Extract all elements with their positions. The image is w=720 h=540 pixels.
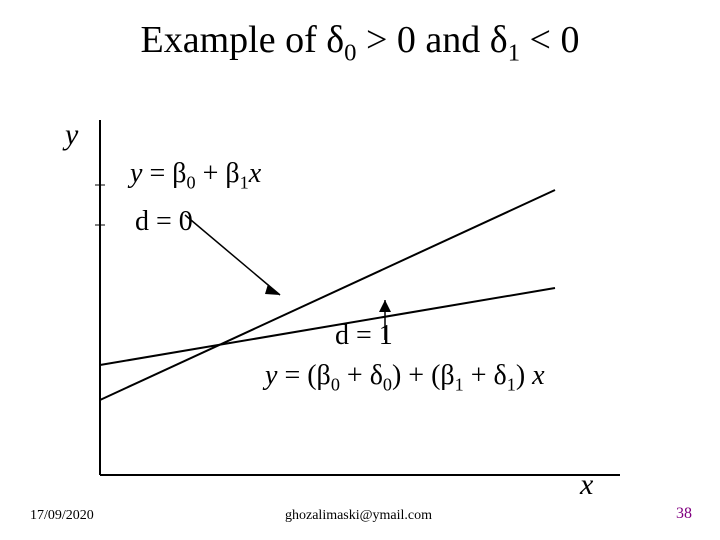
label-d0: d = 0 bbox=[135, 206, 193, 238]
footer-date: 17/09/2020 bbox=[30, 508, 94, 524]
arrow-to-d0-shaft bbox=[185, 215, 280, 295]
slide: Example of δ0 > 0 and δ1 < 0 y x y = β0 … bbox=[0, 0, 720, 540]
footer-page-number: 38 bbox=[676, 505, 692, 523]
x-axis-label: x bbox=[580, 468, 593, 502]
label-d1: d = 1 bbox=[335, 320, 393, 352]
chart-svg bbox=[0, 0, 720, 540]
equation-d0: y = β0 + β1x bbox=[130, 158, 261, 194]
arrow-to-d1-head bbox=[379, 300, 391, 312]
footer-email: ghozalimaski@ymail.com bbox=[285, 508, 432, 524]
y-axis-label: y bbox=[65, 118, 78, 152]
arrow-to-d0-head bbox=[265, 284, 280, 295]
equation-d1: y = (β0 + δ0) + (β1 + δ1) x bbox=[265, 360, 545, 396]
line-d1 bbox=[100, 288, 555, 365]
